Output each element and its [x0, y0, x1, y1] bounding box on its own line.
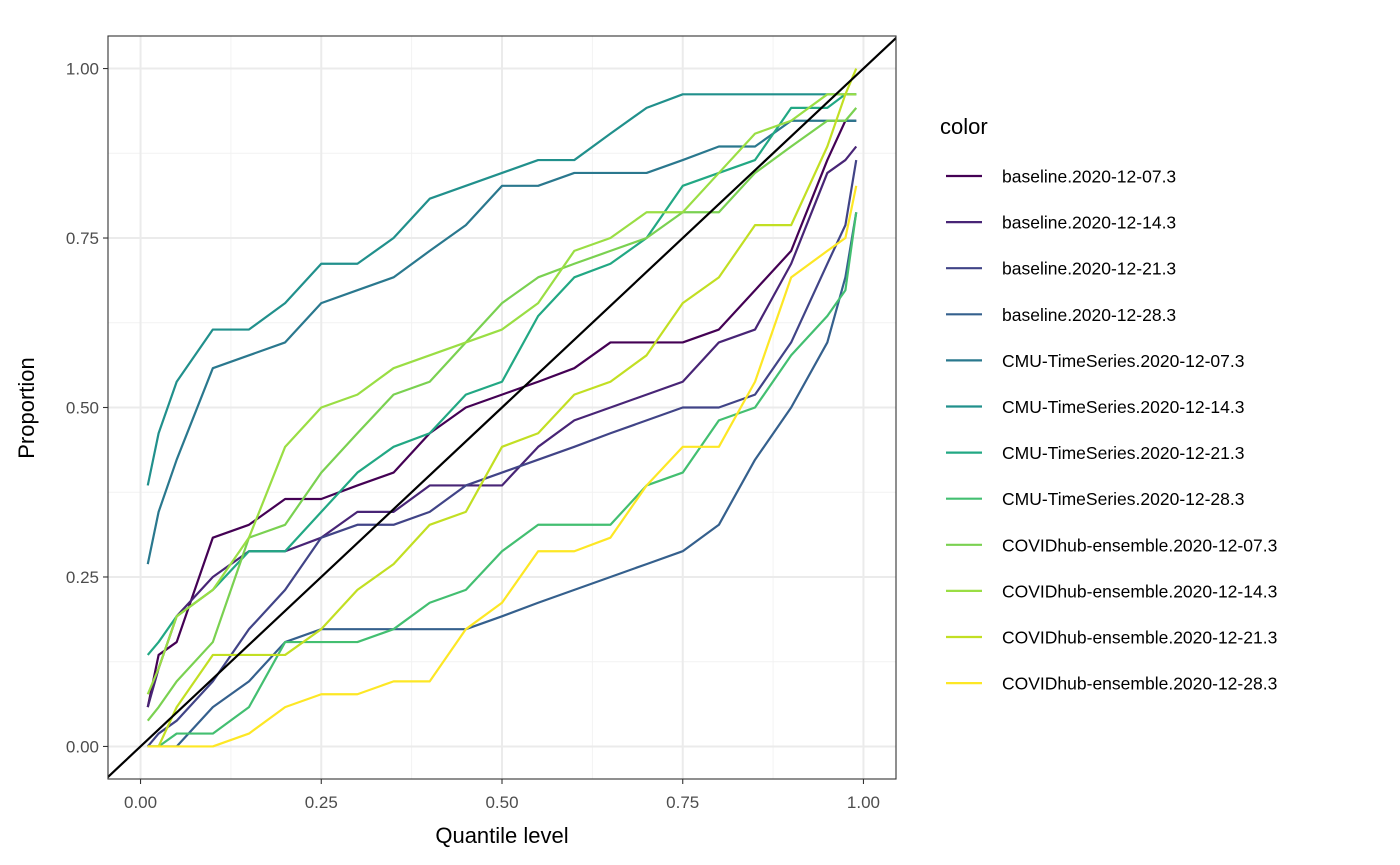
legend-item: CMU-TimeSeries.2020-12-07.3: [946, 351, 1245, 371]
legend-label: CMU-TimeSeries.2020-12-21.3: [1002, 443, 1245, 463]
x-tick-label: 1.00: [847, 793, 880, 812]
series-line-CMU-TimeSeries.2020-12-28.3: [147, 212, 858, 748]
legend-item: COVIDhub-ensemble.2020-12-07.3: [946, 535, 1277, 555]
series-line-CMU-TimeSeries.2020-12-21.3: [146, 93, 857, 656]
series-line-COVIDhub-ensemble.2020-12-14.3: [146, 93, 857, 695]
series-line-baseline.2020-12-07.3: [146, 119, 857, 708]
x-tick-label: 0.00: [124, 793, 157, 812]
reference-line: [108, 36, 896, 779]
legend-label: baseline.2020-12-28.3: [1002, 305, 1176, 325]
series-line-baseline.2020-12-28.3: [147, 212, 858, 748]
y-axis: 0.00 0.25 0.50 0.75 1.00: [66, 60, 108, 756]
y-tick-label: 0.50: [66, 399, 99, 418]
legend-item: COVIDhub-ensemble.2020-12-14.3: [946, 581, 1277, 601]
y-tick-label: 0.75: [66, 229, 99, 248]
y-tick-label: 0.00: [66, 737, 99, 756]
legend-label: COVIDhub-ensemble.2020-12-21.3: [1002, 628, 1277, 648]
series-line-CMU-TimeSeries.2020-12-07.3: [146, 119, 857, 565]
y-axis-title: Proportion: [14, 357, 39, 459]
reference-line-identity: [108, 36, 896, 779]
legend-label: baseline.2020-12-21.3: [1002, 259, 1176, 279]
legend-label: CMU-TimeSeries.2020-12-14.3: [1002, 397, 1245, 417]
x-axis: 0.00 0.25 0.50 0.75 1.00: [124, 779, 880, 812]
series-line-CMU-TimeSeries.2020-12-14.3: [146, 93, 857, 486]
legend-label: baseline.2020-12-14.3: [1002, 213, 1176, 233]
legend-label: COVIDhub-ensemble.2020-12-14.3: [1002, 581, 1277, 601]
legend-item: baseline.2020-12-07.3: [946, 167, 1176, 187]
legend: baseline.2020-12-07.3 baseline.2020-12-14…: [946, 167, 1277, 694]
x-tick-label: 0.25: [305, 793, 338, 812]
legend-label: CMU-TimeSeries.2020-12-07.3: [1002, 351, 1245, 371]
series-line-COVIDhub-ensemble.2020-12-07.3: [146, 107, 858, 722]
legend-label: baseline.2020-12-07.3: [1002, 167, 1176, 187]
series-line-COVIDhub-ensemble.2020-12-28.3: [147, 185, 858, 748]
legend-item: baseline.2020-12-28.3: [946, 305, 1176, 325]
legend-item: COVIDhub-ensemble.2020-12-21.3: [946, 628, 1277, 648]
legend-item: baseline.2020-12-21.3: [946, 259, 1176, 279]
x-tick-label: 0.50: [485, 793, 518, 812]
legend-title: color: [940, 114, 988, 139]
legend-label: COVIDhub-ensemble.2020-12-28.3: [1002, 674, 1277, 694]
legend-label: COVIDhub-ensemble.2020-12-07.3: [1002, 535, 1277, 555]
y-tick-label: 1.00: [66, 60, 99, 79]
series-lines: [146, 68, 858, 748]
legend-label: CMU-TimeSeries.2020-12-28.3: [1002, 489, 1245, 509]
legend-item: CMU-TimeSeries.2020-12-14.3: [946, 397, 1245, 417]
series-line-baseline.2020-12-14.3: [146, 145, 858, 708]
legend-item: CMU-TimeSeries.2020-12-21.3: [946, 443, 1245, 463]
legend-item: baseline.2020-12-14.3: [946, 213, 1176, 233]
x-tick-label: 0.75: [666, 793, 699, 812]
y-tick-label: 0.25: [66, 568, 99, 587]
series-line-baseline.2020-12-21.3: [146, 159, 858, 748]
legend-item: CMU-TimeSeries.2020-12-28.3: [946, 489, 1245, 509]
x-axis-title: Quantile level: [435, 823, 568, 848]
legend-item: COVIDhub-ensemble.2020-12-28.3: [946, 674, 1277, 694]
